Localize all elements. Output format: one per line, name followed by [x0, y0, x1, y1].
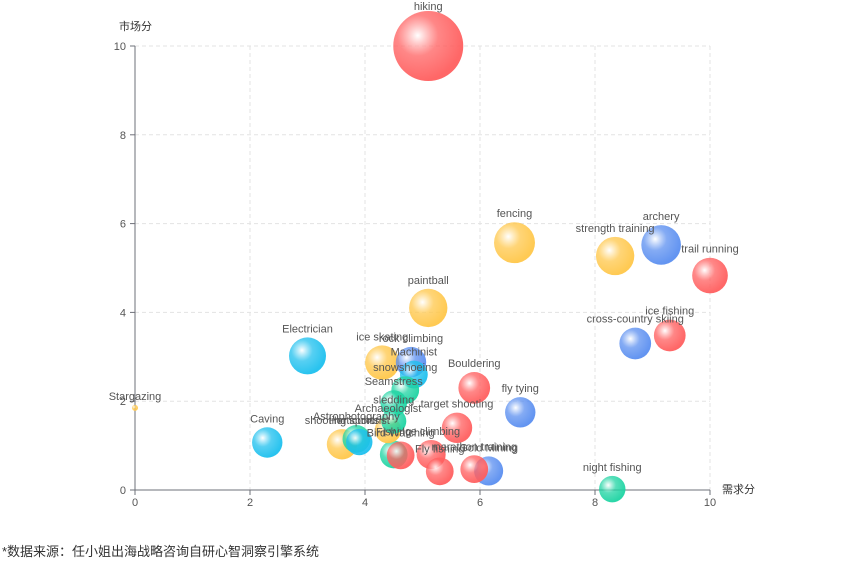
bubble-label: marathon training: [431, 441, 517, 453]
bubble-label: fencing: [497, 208, 532, 220]
x-tick-label: 8: [592, 497, 598, 509]
y-tick-label: 2: [120, 396, 126, 408]
bubble-label: Seamstress: [365, 376, 424, 388]
x-tick-label: 4: [362, 497, 368, 509]
bubble-label: Bird Watching: [367, 427, 435, 439]
bubble-horticulturist[interactable]: [346, 428, 373, 456]
bubble-label: strength training: [576, 223, 655, 235]
bubble-label: Horticulturist: [329, 415, 390, 427]
bubble-label: fly tying: [502, 383, 539, 395]
y-tick-label: 8: [120, 130, 126, 142]
x-axis-title: 需求分: [722, 483, 755, 496]
axes: 0 2 4 6 8 10 0 2 4 6 8 10 需求分 市场分: [114, 19, 755, 509]
bubble-electrician[interactable]: [289, 337, 326, 375]
x-tick-label: 0: [132, 497, 138, 509]
bubble-label: archery: [643, 211, 680, 223]
bubble-label: cross-country skiing: [587, 314, 684, 326]
bubble-label: Gold Mining: [459, 442, 518, 454]
y-tick-label: 6: [120, 219, 126, 231]
bubble-target-shooting[interactable]: [441, 412, 473, 444]
bubble-stargazing[interactable]: [132, 404, 138, 411]
bubble-bird-watching[interactable]: [386, 441, 415, 470]
bubble-label: Stargazing: [109, 391, 162, 403]
bubble-label: hiking: [414, 1, 443, 13]
bubble-trail-running[interactable]: [692, 257, 728, 294]
bubble-series: [132, 11, 728, 503]
bubble-caving[interactable]: [252, 427, 283, 458]
bubble-label: ice skating: [356, 331, 408, 343]
x-tick-label: 6: [477, 497, 483, 509]
y-tick-label: 10: [114, 41, 126, 53]
bubble-sledding[interactable]: [381, 408, 407, 434]
bubble-label: target shooting: [421, 399, 494, 411]
x-tick-label: 10: [704, 497, 716, 509]
bubble-hiking[interactable]: [393, 11, 464, 81]
bubble-label: shooting sports: [305, 415, 380, 427]
bubble-archery[interactable]: [641, 225, 681, 265]
bubble-label: Electrician: [282, 323, 333, 335]
bubble-ice-skating[interactable]: [365, 345, 400, 380]
bubble-label: night fishing: [583, 462, 642, 474]
bubble-bouldering[interactable]: [458, 372, 491, 404]
bubble-label: rock climbing: [379, 333, 443, 345]
bubble-label: snowshoeing: [373, 362, 437, 374]
bubble-label: Archaeologist: [355, 403, 422, 415]
bubble-night-fishing[interactable]: [599, 475, 626, 503]
bubble-label: Caving: [250, 413, 284, 425]
y-axis-title: 市场分: [119, 19, 152, 33]
bubble-label: trail running: [681, 244, 738, 256]
bubble-fencing[interactable]: [494, 222, 535, 264]
bubble-label: Astrophotography: [313, 411, 400, 423]
bubble-ice-fishing[interactable]: [653, 319, 686, 352]
bubble-seamstress[interactable]: [380, 390, 407, 417]
bubble-label: ice fishing: [645, 306, 694, 318]
bubble-cross-country-skiing[interactable]: [619, 327, 652, 360]
x-tick-label: 2: [247, 497, 253, 509]
bubble-label: Fishing: [376, 427, 411, 439]
bubble-label: Fly fishing: [415, 443, 465, 455]
y-tick-label: 4: [120, 307, 126, 319]
bubble-fly-tying[interactable]: [505, 397, 536, 428]
bubble-paintball[interactable]: [409, 288, 448, 328]
bubble-label: Ice climbing: [402, 426, 460, 438]
bubble-label: Machinist: [391, 347, 437, 359]
bubble-label: Bouldering: [448, 358, 501, 370]
bubble-marathon-training[interactable]: [460, 455, 489, 484]
source-note: *数据来源：任小姐出海战略咨询自研心智洞察引擎系统: [2, 544, 320, 559]
y-tick-label: 0: [120, 485, 126, 497]
bubble-label: sledding: [373, 395, 414, 407]
bubble-label: paintball: [408, 275, 449, 287]
bubble-strength-training[interactable]: [595, 236, 635, 276]
bubble-fly-fishing[interactable]: [425, 457, 454, 486]
